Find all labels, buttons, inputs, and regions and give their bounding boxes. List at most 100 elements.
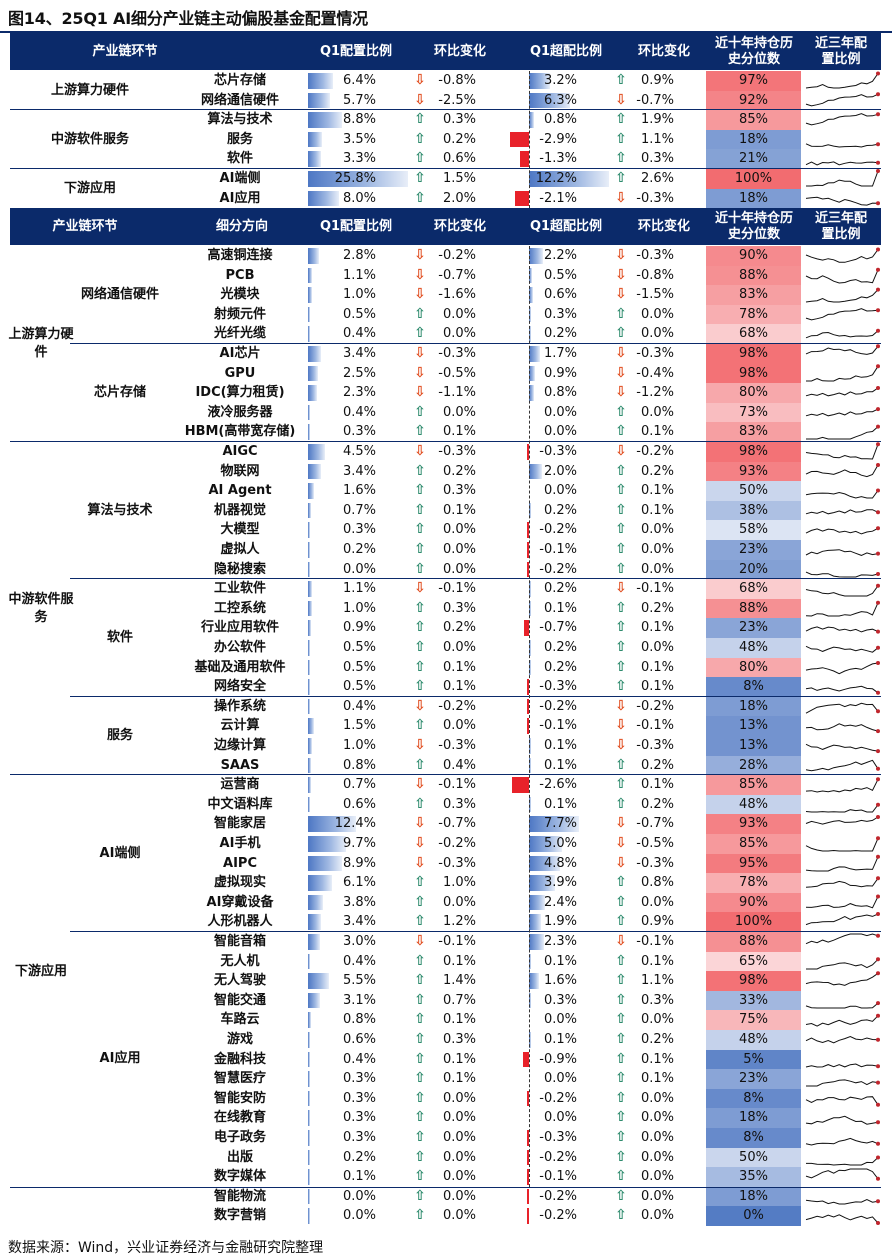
trend-line — [805, 113, 879, 126]
percentile-cell: 18% — [706, 188, 801, 209]
overweight-value: 0.1% — [543, 757, 577, 773]
percentile-cell: 48% — [706, 1030, 801, 1050]
trend-endpoint — [876, 629, 880, 634]
table2-row: 智能音箱 3.0% ⇩ -0.1% 2.3% ⇩ -0.1% 88% — [0, 932, 892, 952]
overweight-bar — [529, 1032, 531, 1048]
overweight-bar — [529, 973, 540, 989]
trend-sparkline — [805, 1014, 880, 1028]
alloc-value: 0.3% — [342, 1071, 376, 1087]
alloc-change-value: 0.1% — [442, 679, 476, 695]
alloc-value: 9.7% — [342, 836, 376, 851]
subsector-name: 智慧医疗 — [213, 1071, 266, 1087]
overweight-change-value: 0.0% — [640, 1149, 674, 1165]
trend-sparkline — [806, 1155, 880, 1166]
trend-sparkline — [805, 549, 880, 556]
arrow-up-icon: ⇧ — [615, 1129, 627, 1145]
percentile-cell: 78% — [706, 873, 801, 893]
alloc-bar — [308, 424, 310, 440]
arrow-down-icon: ⇩ — [615, 835, 627, 851]
alloc-change-value: -0.8% — [438, 73, 476, 88]
alloc-value: 8.0% — [342, 190, 376, 206]
percentile-cell: 13% — [706, 736, 801, 756]
table2-row: 工控系统 1.0% ⇧ 0.3% 0.1% ⇧ 0.2% 88% — [0, 598, 892, 619]
table2-row: 网络安全 0.5% ⇧ 0.1% -0.3% ⇧ 0.1% 8% — [0, 677, 892, 697]
arrow-up-icon: ⇧ — [615, 952, 627, 969]
overweight-bar — [529, 992, 531, 1009]
percentile-cell: 21% — [706, 149, 801, 169]
percentile-cell: 100% — [706, 169, 801, 189]
trend-line — [805, 330, 879, 339]
percentile-cell: 65% — [706, 951, 801, 972]
overweight-value: 0.0% — [543, 483, 577, 499]
arrow-down-icon: ⇩ — [414, 247, 426, 263]
alloc-value: 0.4% — [342, 953, 376, 969]
subsector-name: AI穿戴设备 — [206, 894, 274, 910]
trend-line — [805, 743, 879, 752]
alloc-change-value: 0.2% — [442, 620, 476, 636]
trend-endpoint — [876, 777, 880, 782]
arrow-up-icon: ⇧ — [615, 403, 627, 420]
percentile-cell: 50% — [706, 1147, 801, 1168]
trend-line — [805, 1035, 879, 1044]
alloc-change-value: 0.7% — [442, 992, 476, 1008]
trend-endpoint — [876, 894, 880, 899]
subsector-name: 虚拟现实 — [213, 875, 266, 891]
trend-endpoint — [876, 876, 880, 881]
table1-row: 算法与技术 8.8% ⇧ 0.3% 0.8% ⇧ 1.9% 85% — [0, 110, 892, 130]
overweight-value: 0.9% — [543, 365, 577, 381]
trend-sparkline — [805, 743, 880, 754]
alloc-bar — [308, 1149, 310, 1166]
overweight-change-value: 1.1% — [640, 131, 674, 147]
trend-endpoint — [876, 200, 880, 205]
subsector-name: AI Agent — [208, 483, 272, 499]
overweight-bar — [529, 894, 545, 911]
overweight-bar — [529, 73, 550, 89]
percentile-cell: 28% — [706, 755, 801, 776]
trend-line — [806, 365, 879, 382]
subgroup-separator — [70, 931, 881, 932]
arrow-up-icon: ⇧ — [615, 150, 627, 167]
overweight-change-value: -0.3% — [636, 248, 674, 263]
group-label: 中游软件服务 — [50, 131, 129, 147]
table1-row: AI应用 8.0% ⇧ 2.0% -2.1% ⇩ -0.3% 18% — [0, 188, 892, 209]
subsector-name: 中文语料库 — [207, 796, 273, 812]
alloc-bar — [308, 326, 310, 342]
overweight-change-value: 0.0% — [640, 640, 674, 655]
arrow-up-icon: ⇧ — [615, 111, 627, 128]
percentile-cell: 68% — [706, 324, 801, 344]
subsector-name: AI应用 — [219, 190, 261, 206]
table2-row: 办公软件 0.5% ⇧ 0.0% 0.2% ⇧ 0.0% 48% — [0, 638, 892, 658]
overweight-change-value: 0.1% — [640, 777, 674, 793]
trend-sparkline — [805, 488, 880, 499]
percentile-cell: 85% — [706, 110, 801, 130]
trend-line — [805, 973, 879, 987]
subsector-name: 无人驾驶 — [213, 973, 266, 989]
arrow-down-icon: ⇩ — [615, 266, 627, 283]
percentile-cell: 97% — [706, 71, 801, 91]
trend-line — [805, 1015, 879, 1028]
subgroup-label: 网络通信硬件 — [80, 287, 159, 302]
arrow-up-icon: ⇧ — [615, 1070, 627, 1087]
trend-sparkline — [805, 1000, 880, 1009]
subgroup-label: 芯片存储 — [93, 385, 146, 400]
overweight-value: 0.0% — [543, 1110, 577, 1126]
alloc-change-value: 0.0% — [442, 1149, 476, 1165]
percentile-cell: 88% — [706, 265, 801, 286]
subsector-name: 办公软件 — [213, 640, 266, 655]
trend-line — [805, 528, 879, 535]
subgroup-label: AI应用 — [99, 1051, 141, 1067]
alloc-value: 0.0% — [342, 1208, 376, 1224]
alloc-bar — [308, 171, 408, 187]
subsector-name: 出版 — [226, 1149, 253, 1165]
overweight-bar — [527, 1169, 529, 1185]
subsector-name: 基础及通用软件 — [194, 659, 286, 675]
trend-sparkline — [805, 1063, 880, 1068]
trend-line — [805, 585, 879, 597]
trend-endpoint — [876, 1080, 880, 1085]
group-separator — [10, 109, 881, 111]
alloc-bar — [308, 738, 312, 754]
arrow-up-icon: ⇧ — [414, 893, 426, 910]
alloc-bar — [308, 777, 311, 793]
arrow-down-icon: ⇩ — [414, 384, 426, 401]
trend-endpoint — [876, 91, 880, 96]
